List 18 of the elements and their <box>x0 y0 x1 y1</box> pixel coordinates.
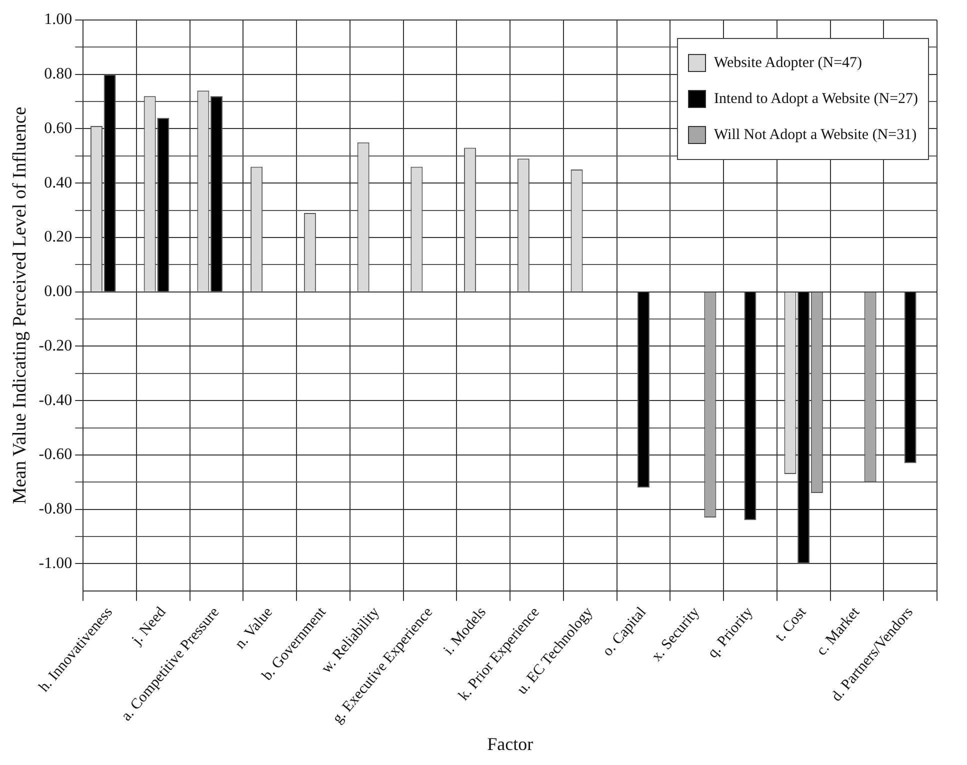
y-tick-label: 0.40 <box>44 174 72 192</box>
x-axis-title: Factor <box>487 734 534 754</box>
y-tick-label: -0.40 <box>38 392 72 409</box>
y-tick-label: -0.60 <box>38 446 72 464</box>
y-tick-label: -0.80 <box>38 500 72 518</box>
y-tick-label: -0.20 <box>38 337 72 354</box>
y-tick-label: 0.60 <box>44 120 72 137</box>
legend-label: Website Adopter (N=47) <box>714 54 862 72</box>
y-axis-title: Mean Value Indicating Perceived Level of Influence <box>9 106 30 504</box>
y-tick-label: 0.00 <box>44 283 72 300</box>
legend-label: Intend to Adopt a Website (N=27) <box>714 90 918 108</box>
y-tick-label: 1.00 <box>44 11 72 28</box>
y-tick-label: 0.80 <box>44 66 72 83</box>
legend-label: Will Not Adopt a Website (N=31) <box>714 126 917 144</box>
x-tick-label: t. Cost <box>772 604 810 645</box>
y-tick-label: 0.20 <box>44 228 72 246</box>
x-tick-label: n. Value <box>232 604 276 652</box>
y-tick-label: -1.00 <box>38 554 72 572</box>
